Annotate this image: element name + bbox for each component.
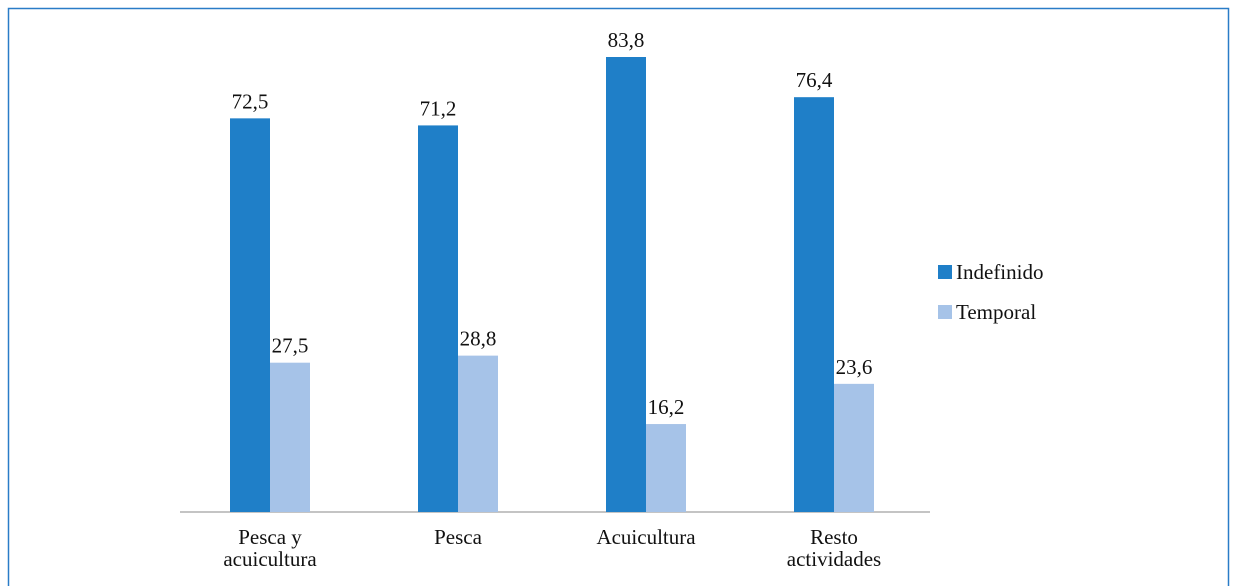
bar [794,97,834,512]
value-label: 72,5 [232,89,269,113]
value-label: 28,8 [460,327,497,351]
value-label: 76,4 [796,68,833,92]
bar [418,125,458,512]
x-tick-label: Resto actividades [786,525,882,571]
legend-swatch [938,265,952,279]
legend-label: Indefinido [956,260,1043,284]
value-label: 83,8 [608,28,645,52]
x-tick-label: Pesca y acuicultura [223,525,317,571]
bar [646,424,686,512]
x-tick-label: Pesca [434,525,482,549]
bar [834,383,874,512]
bar [230,118,270,512]
legend-swatch [938,305,952,319]
value-label: 27,5 [272,334,309,358]
frame [7,7,1230,586]
value-label: 16,2 [648,395,685,419]
value-label: 23,6 [836,355,873,379]
bar [606,57,646,512]
value-label: 71,2 [420,96,457,120]
x-tick-label: Acuicultura [596,525,696,549]
legend-label: Temporal [956,300,1036,324]
bar [270,362,310,512]
bar [458,355,498,512]
